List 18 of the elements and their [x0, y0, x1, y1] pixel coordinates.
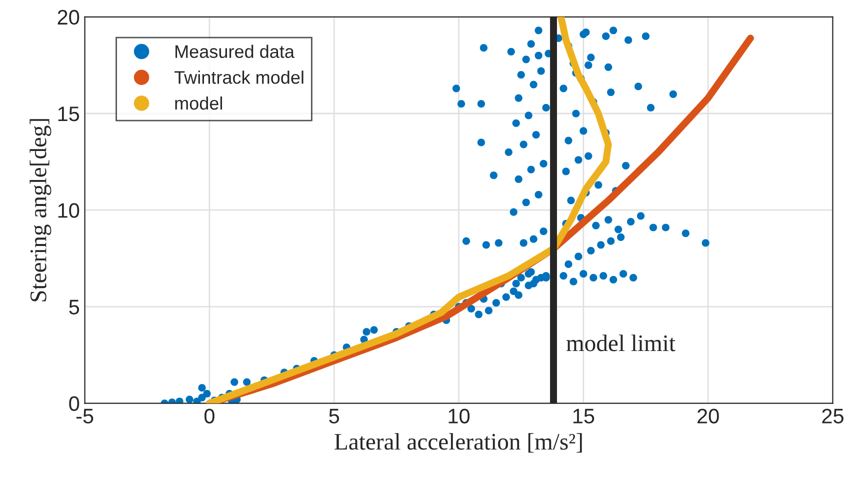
x-tick-label: 20 [698, 408, 719, 424]
x-tick-label: 10 [448, 408, 470, 424]
x-tick-label: -5 [76, 408, 94, 424]
legend-label: Twintrack model [174, 70, 304, 84]
y-axis-title: Steering angle[deg] [30, 119, 52, 302]
x-tick-label: 25 [822, 408, 844, 424]
y-tick-label: 0 [69, 396, 80, 412]
legend-label: model [175, 96, 222, 110]
x-axis-title: Lateral acceleration [m/s²] [334, 433, 582, 453]
y-tick-label: 10 [58, 203, 80, 218]
x-tick-label: 0 [204, 408, 214, 424]
y-tick-label: 15 [58, 106, 80, 122]
y-tick-label: 20 [58, 10, 80, 25]
ref-line-label: model limit [566, 334, 676, 352]
x-tick-label: 5 [329, 408, 340, 424]
legend-label: Measured data [176, 44, 294, 58]
x-tick-label: 15 [573, 408, 594, 424]
y-tick-label: 5 [69, 300, 80, 314]
